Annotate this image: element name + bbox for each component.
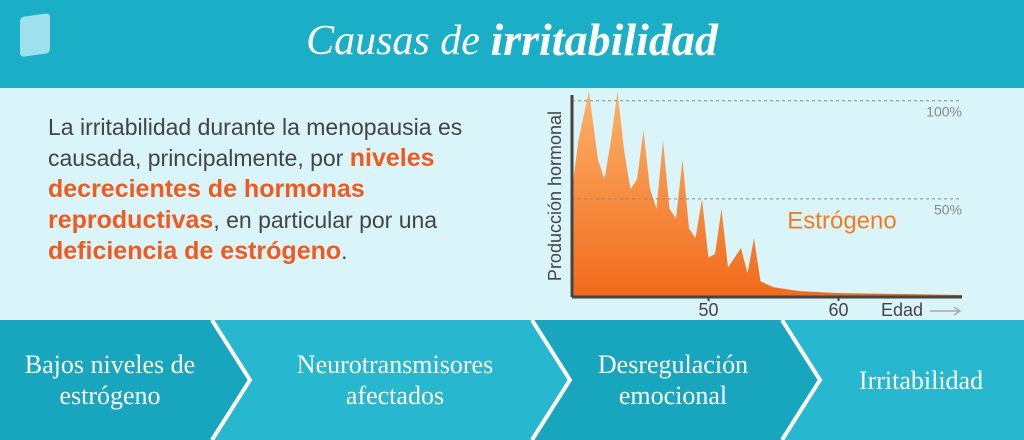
title-light: Causas de bbox=[306, 18, 480, 64]
paragraph: La irritabilidad durante la menopausia e… bbox=[48, 112, 518, 267]
series-label: Estrógeno bbox=[787, 207, 896, 234]
chevron bbox=[530, 318, 573, 440]
step: Neurotransmisores afectados bbox=[296, 350, 494, 410]
emphasis-text: niveles decrecientes de hormonas reprodu… bbox=[48, 144, 435, 234]
x-axis-label: Edad bbox=[881, 300, 923, 320]
header-bar bbox=[0, 0, 1024, 88]
x-tick-label: 50 bbox=[698, 300, 718, 320]
text: . bbox=[341, 238, 348, 264]
emphasis-text: deficiencia de estrógeno bbox=[48, 237, 342, 265]
chart: Estrógeno 50% 100% 50 60 Edad Producción hormo… bbox=[545, 91, 962, 320]
step-bg bbox=[212, 320, 570, 440]
chevron bbox=[780, 318, 823, 440]
logo bbox=[20, 13, 50, 57]
step: Desregulación emocional bbox=[597, 350, 749, 410]
step-bg bbox=[532, 320, 820, 440]
step-bg bbox=[782, 320, 1024, 440]
title-bold: irritabilidad bbox=[490, 14, 718, 65]
step: Irritabilidad bbox=[858, 365, 984, 395]
chevron bbox=[210, 318, 253, 440]
y-tick-label: 100% bbox=[926, 104, 962, 120]
y-axis-label: Producción hormonal bbox=[545, 111, 565, 281]
text: La irritabilidad durante la menopausia e… bbox=[48, 114, 463, 171]
step-bg bbox=[0, 320, 250, 440]
step: Bajos niveles de estrógeno bbox=[24, 350, 196, 410]
area bbox=[572, 91, 962, 297]
text: , en particular por una bbox=[213, 207, 438, 233]
x-arrow bbox=[930, 306, 962, 316]
x-tick-label: 60 bbox=[828, 300, 848, 320]
y-tick-label: 50% bbox=[934, 202, 962, 218]
title: Causas de irritabilidad bbox=[306, 14, 719, 65]
